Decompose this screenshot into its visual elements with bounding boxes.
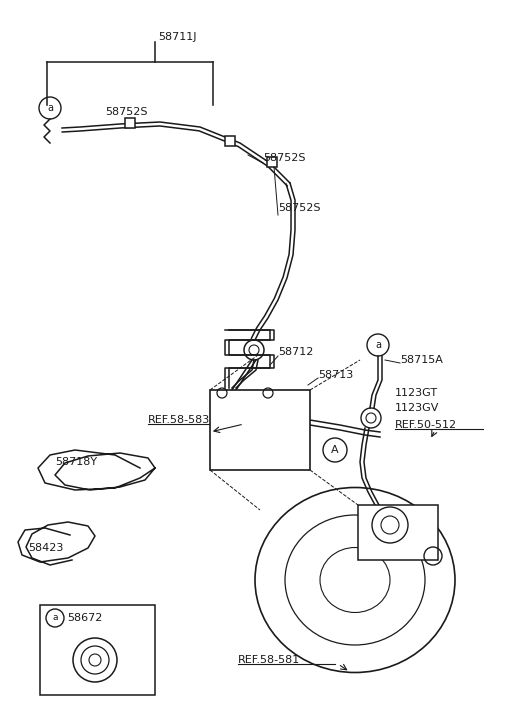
Text: 58752S: 58752S <box>105 107 147 117</box>
Text: 58672: 58672 <box>67 613 102 623</box>
Bar <box>125 118 135 128</box>
Text: REF.58-581: REF.58-581 <box>238 655 300 665</box>
Text: 58715A: 58715A <box>400 355 443 365</box>
Text: a: a <box>52 614 58 622</box>
Text: 58713: 58713 <box>318 370 353 380</box>
Text: 58423: 58423 <box>28 543 63 553</box>
Text: a: a <box>47 103 53 113</box>
Text: 58712: 58712 <box>278 347 313 357</box>
Text: 1123GT: 1123GT <box>395 388 438 398</box>
Text: A: A <box>331 445 339 455</box>
Bar <box>358 505 438 560</box>
Text: 58718Y: 58718Y <box>55 457 97 467</box>
Bar <box>210 390 310 470</box>
Text: REF.50-512: REF.50-512 <box>395 420 457 430</box>
Bar <box>267 157 277 167</box>
Text: 58752S: 58752S <box>263 153 305 163</box>
Text: 1123GV: 1123GV <box>395 403 439 413</box>
Bar <box>40 605 155 695</box>
Text: 58711J: 58711J <box>158 32 196 42</box>
Bar <box>225 136 235 146</box>
Text: REF.58-583: REF.58-583 <box>148 415 210 425</box>
Text: 58752S: 58752S <box>278 203 320 213</box>
Text: a: a <box>375 340 381 350</box>
